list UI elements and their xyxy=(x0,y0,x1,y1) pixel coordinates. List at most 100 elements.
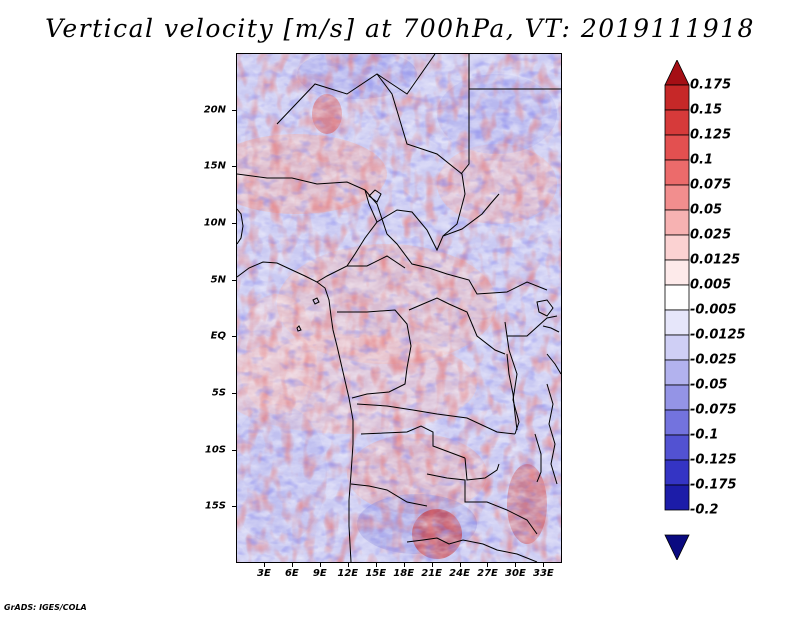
y-tick-mark xyxy=(232,166,236,168)
colorbar-label: 0.15 xyxy=(690,102,723,118)
velocity-map xyxy=(236,53,562,563)
y-tick-label: 10S xyxy=(204,444,226,456)
x-tick-mark xyxy=(487,563,489,567)
y-tick-mark xyxy=(232,393,236,394)
border-15 xyxy=(464,457,500,481)
border-18 xyxy=(406,537,538,562)
lake-malawi xyxy=(534,433,542,483)
border-16 xyxy=(426,473,538,535)
x-tick-mark xyxy=(431,563,433,567)
colorbar-label: 0.125 xyxy=(690,127,732,143)
east-border-a xyxy=(546,353,561,375)
x-tick-label: 30E xyxy=(505,568,526,579)
colorbar-swatch xyxy=(664,434,690,461)
x-tick-label: 18E xyxy=(393,568,415,579)
border-2 xyxy=(376,73,466,237)
east-coast xyxy=(546,383,558,485)
colorbar-swatch xyxy=(664,484,690,511)
border-17 xyxy=(350,483,428,507)
x-tick-mark xyxy=(319,563,321,567)
x-tick-label: 3E xyxy=(257,568,271,579)
colorbar-label: 0.1 xyxy=(690,152,714,168)
colorbar-swatch xyxy=(664,134,690,161)
colorbar-label: -0.175 xyxy=(690,477,737,493)
y-tick-label: 5N xyxy=(210,274,226,286)
colorbar-label: -0.2 xyxy=(690,502,719,518)
border-9 xyxy=(337,309,412,399)
x-tick-label: 9E xyxy=(312,568,327,579)
y-tick-label: 20N xyxy=(203,104,226,116)
colorbar-label: 0.05 xyxy=(690,202,723,218)
colorbar-swatch xyxy=(664,234,690,261)
islands-bioko xyxy=(312,297,320,305)
x-tick-mark xyxy=(403,563,405,567)
colorbar-swatch xyxy=(664,309,690,336)
colorbar-label: -0.05 xyxy=(690,377,728,393)
colorbar-swatch xyxy=(664,384,690,411)
lake-victoria xyxy=(536,299,554,317)
y-tick-label: 15N xyxy=(203,160,226,172)
border-13 xyxy=(356,403,516,435)
border-4 xyxy=(460,54,470,175)
colorbar-swatch xyxy=(664,334,690,361)
x-tick-mark xyxy=(543,563,545,567)
y-tick-label: 10N xyxy=(203,217,226,229)
colorbar-swatch xyxy=(664,459,690,486)
x-tick-mark xyxy=(263,563,265,567)
colorbar-label: -0.025 xyxy=(690,352,737,368)
colorbar-swatch xyxy=(664,534,690,560)
x-tick-label: 33E xyxy=(532,568,554,579)
colorbar-swatch xyxy=(664,209,690,236)
colorbar-swatch xyxy=(664,359,690,386)
colorbar-label: -0.1 xyxy=(690,427,719,443)
border-12 xyxy=(507,315,558,337)
y-tick-mark xyxy=(232,109,236,111)
grads-credit: GrADS: IGES/COLA xyxy=(4,603,87,612)
east-border-b xyxy=(542,325,560,333)
border-10 xyxy=(408,297,506,355)
y-tick-mark xyxy=(232,279,236,281)
colorbar-label: -0.0125 xyxy=(690,327,746,343)
colorbar-label: 0.025 xyxy=(690,227,732,243)
colorbar-swatch xyxy=(664,60,690,86)
colorbar-label: 0.175 xyxy=(690,77,732,93)
colorbar-swatch xyxy=(664,184,690,211)
border-7 xyxy=(347,255,406,269)
x-tick-mark xyxy=(515,563,517,567)
colorbar xyxy=(664,60,690,560)
colorbar-swatch xyxy=(664,409,690,436)
x-tick-mark xyxy=(375,563,377,567)
colorbar-label: 0.005 xyxy=(690,277,732,293)
colorbar-swatch xyxy=(664,109,690,136)
colorbar-swatch xyxy=(664,84,690,111)
map-title: Vertical velocity [m/s] at 700hPa, VT: 2… xyxy=(45,14,755,43)
border-1 xyxy=(276,54,436,125)
field-texture-blue xyxy=(237,54,561,562)
x-tick-label: 24E xyxy=(449,568,470,579)
border-8 xyxy=(376,193,500,252)
x-tick-label: 21E xyxy=(421,568,442,579)
y-tick-mark xyxy=(232,223,236,224)
y-tick-label: 15S xyxy=(204,500,226,512)
colorbar-swatch xyxy=(664,284,690,311)
velocity-field-canvas xyxy=(237,54,561,562)
colorbar-label: -0.075 xyxy=(690,402,737,418)
border-14 xyxy=(360,425,466,459)
y-tick-mark xyxy=(232,336,236,338)
islands-saotome xyxy=(296,325,302,332)
x-tick-mark xyxy=(347,563,349,567)
x-tick-label: 6E xyxy=(284,568,299,579)
x-tick-label: 12E xyxy=(337,568,359,579)
x-tick-mark xyxy=(291,563,293,567)
lake-tanganyika xyxy=(506,353,518,431)
colorbar-swatch xyxy=(664,159,690,186)
y-tick-mark xyxy=(232,449,236,451)
y-tick-label: EQ xyxy=(210,330,226,342)
coast-gulf-guinea-w xyxy=(237,208,244,245)
west-africa-coast xyxy=(237,261,354,562)
colorbar-label: 0.075 xyxy=(690,177,732,193)
colorbar-swatch xyxy=(664,259,690,286)
border-11 xyxy=(504,321,520,435)
coastlines-borders xyxy=(237,54,561,562)
colorbar-label: -0.005 xyxy=(690,302,737,318)
